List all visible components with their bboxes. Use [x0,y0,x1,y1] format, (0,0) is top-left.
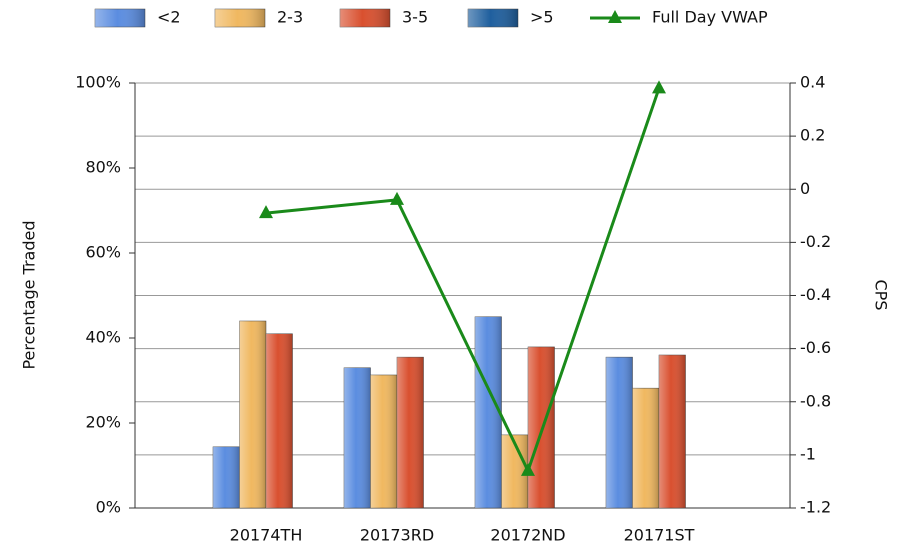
line-marker [652,80,666,94]
y-tick-label: 40% [85,328,121,347]
bar-shade [632,388,659,508]
line-marker [259,205,273,219]
line-marker [390,191,404,205]
x-tick-label: 20172ND [490,526,565,545]
y2-axis-label: CPS [872,280,891,311]
legend-shade [340,9,390,27]
bar-shade [370,374,397,508]
bar-shade [266,333,293,508]
bar-shade [239,321,266,508]
legend-label: Full Day VWAP [652,8,768,27]
bar-shade [344,367,371,508]
bar-shade [475,316,502,508]
legend-label: <2 [157,8,181,27]
y-tick-label: 0% [96,498,121,517]
y2-tick-label: -0.8 [800,391,831,410]
y2-tick-label: 0 [800,179,810,198]
x-tick-label: 20171ST [624,526,695,545]
y2-tick-label: -1 [800,444,816,463]
line-marker [521,462,535,476]
bar-shade [606,357,633,508]
legend-shade [468,9,518,27]
x-tick-label: 20174TH [230,526,303,545]
legend-label: 3-5 [402,8,428,27]
y-tick-label: 60% [85,243,121,262]
legend-label: >5 [530,8,554,27]
y2-tick-label: -0.6 [800,338,831,357]
y2-tick-label: -1.2 [800,498,831,517]
bar-shade [659,355,686,508]
y2-tick-label: -0.2 [800,232,831,251]
y2-tick-label: -0.4 [800,285,831,304]
y-tick-label: 100% [75,73,121,92]
y-axis-label: Percentage Traded [20,220,39,369]
legend-shade [95,9,145,27]
legend-marker [608,10,622,23]
legend-label: 2-3 [277,8,303,27]
line [265,87,661,475]
y-tick-label: 20% [85,413,121,432]
bar-shade [213,446,240,508]
legend-shade [215,9,265,27]
bar-shade [528,346,555,508]
y2-tick-label: 0.2 [800,126,825,145]
y2-tick-label: 0.4 [800,73,825,92]
bar-shade [397,357,424,508]
x-tick-label: 20173RD [360,526,434,545]
y-tick-label: 80% [85,158,121,177]
